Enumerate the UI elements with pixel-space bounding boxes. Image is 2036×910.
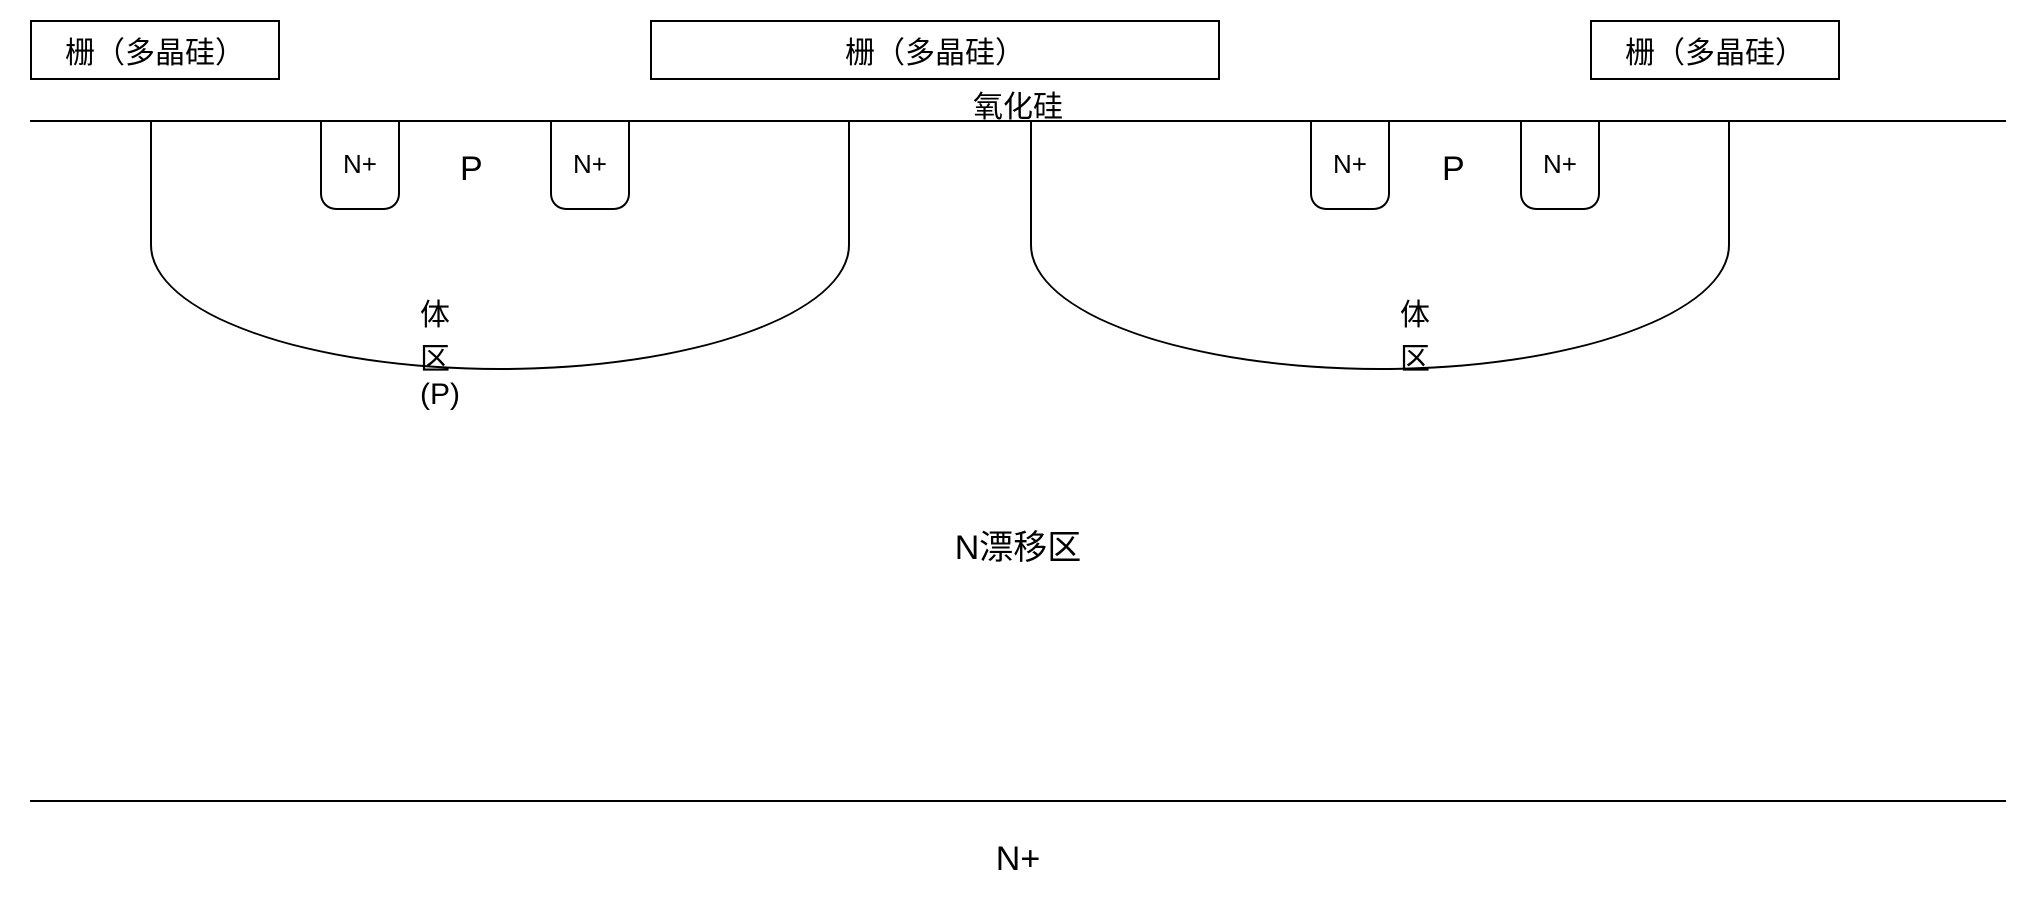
- gate-right: 栅（多晶硅）: [1590, 20, 1840, 80]
- gate-center-label: 栅（多晶硅）: [845, 28, 1025, 72]
- nplus-right-2: N+: [1520, 120, 1600, 210]
- body-label-1: 体区(P): [420, 290, 460, 412]
- p-label-1: P: [460, 150, 483, 189]
- nplus-left-1-label: N+: [343, 149, 377, 180]
- nplus-left-2: N+: [1310, 120, 1390, 210]
- gate-left-label: 栅（多晶硅）: [65, 28, 245, 72]
- substrate-line: [30, 800, 2006, 802]
- nplus-right-2-label: N+: [1543, 149, 1577, 180]
- gate-right-label: 栅（多晶硅）: [1625, 28, 1805, 72]
- nplus-right-1: N+: [550, 120, 630, 210]
- nplus-right-1-label: N+: [573, 149, 607, 180]
- drift-label: N漂移区: [955, 520, 1082, 569]
- cross-section-diagram: 栅（多晶硅） 栅（多晶硅） 栅（多晶硅） 氧化硅 N+ N+ P 体区(P) N…: [30, 20, 2006, 890]
- p-label-2: P: [1442, 150, 1465, 189]
- body-label-2: 体区: [1400, 290, 1430, 378]
- nplus-left-1: N+: [320, 120, 400, 210]
- gate-left: 栅（多晶硅）: [30, 20, 280, 80]
- gate-center: 栅（多晶硅）: [650, 20, 1220, 80]
- body-curve-left: [150, 120, 850, 370]
- substrate-label: N+: [996, 840, 1040, 879]
- nplus-left-2-label: N+: [1333, 149, 1367, 180]
